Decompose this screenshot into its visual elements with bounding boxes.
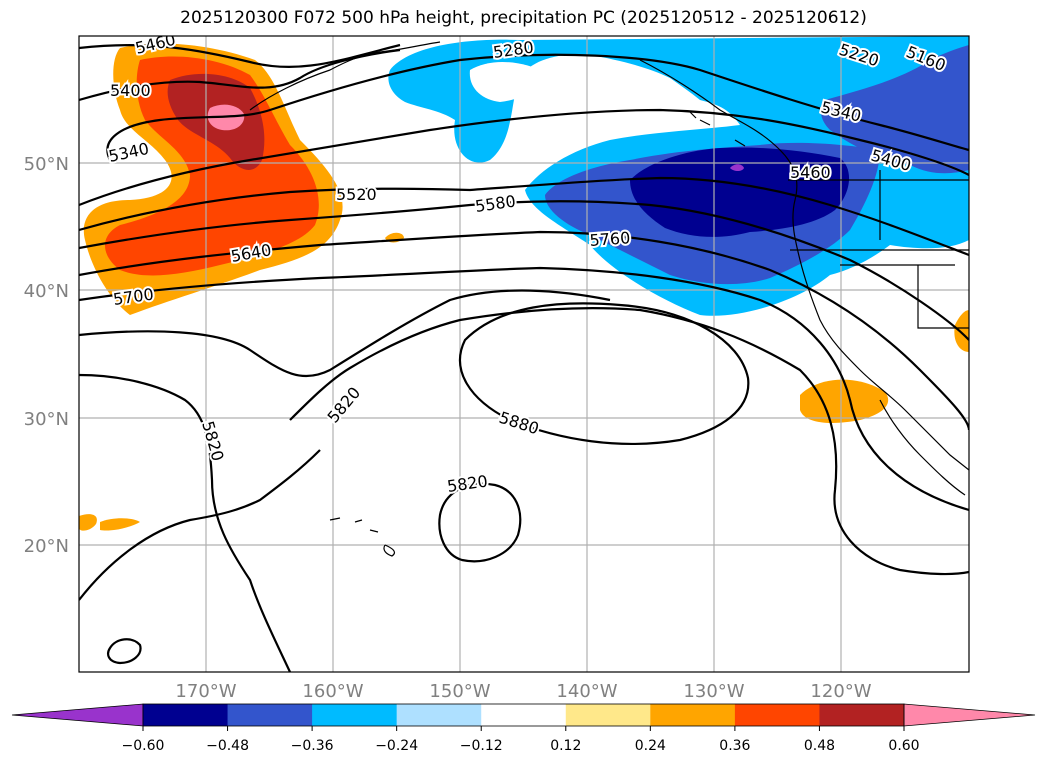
lon-label: 170°W	[175, 681, 236, 702]
colorbar-tick-label: −0.24	[375, 738, 418, 754]
colorbar-tick-label: 0.48	[804, 738, 835, 754]
map-frame	[78, 35, 970, 673]
lon-label: 130°W	[683, 681, 744, 702]
lat-label: 40°N	[24, 281, 69, 302]
colorbar	[11, 703, 1036, 731]
colorbar-segment	[650, 704, 736, 726]
lon-label: 150°W	[429, 681, 490, 702]
lon-label: 120°W	[810, 681, 871, 702]
lat-label: 50°N	[24, 154, 69, 175]
colorbar-tick-label: −0.36	[291, 738, 334, 754]
colorbar-segment	[143, 704, 229, 726]
colorbar-tick-label: 0.36	[719, 738, 750, 754]
colorbar-extend-max	[903, 703, 1036, 727]
colorbar-tick-label: 0.60	[888, 738, 919, 754]
lon-label: 160°W	[302, 681, 363, 702]
height-contours	[79, 43, 969, 672]
colorbar-segment	[819, 704, 905, 726]
colorbar-tick-label: −0.60	[122, 738, 165, 754]
lat-label: 20°N	[24, 536, 69, 557]
colorbar-segment	[565, 704, 651, 726]
lat-label: 30°N	[24, 409, 69, 430]
contour-label: 5520	[336, 185, 377, 204]
colorbar-tick-label: −0.48	[206, 738, 249, 754]
colorbar-segment	[312, 704, 398, 726]
colorbar-tick-labels: −0.60 −0.48 −0.36 −0.24 −0.12 0.12 0.24 0.36 0.4…	[122, 738, 920, 754]
contour-label: 5460	[790, 163, 831, 182]
colorbar-tick-label: −0.12	[460, 738, 503, 754]
colorbar-outline	[142, 703, 905, 727]
colorbar-tick-label: 0.12	[550, 738, 581, 754]
colorbar-segment	[734, 704, 820, 726]
contour-label: 5400	[110, 81, 151, 100]
colorbar-segment	[396, 704, 482, 726]
colorbar-tick-label: 0.24	[635, 738, 666, 754]
negative-anomaly-east	[388, 36, 969, 316]
lon-label: 140°W	[556, 681, 617, 702]
chart-title: 2025120300 F072 500 hPa height, precipit…	[180, 8, 867, 28]
colorbar-extend-min	[11, 703, 144, 727]
colorbar-segment	[227, 704, 313, 726]
contour-label: 5760	[589, 228, 631, 250]
lat-labels: 50°N 40°N 30°N 20°N	[24, 154, 69, 557]
lon-labels: 170°W 160°W 150°W 140°W 130°W 120°W	[175, 681, 871, 702]
colorbar-segment	[481, 704, 567, 726]
